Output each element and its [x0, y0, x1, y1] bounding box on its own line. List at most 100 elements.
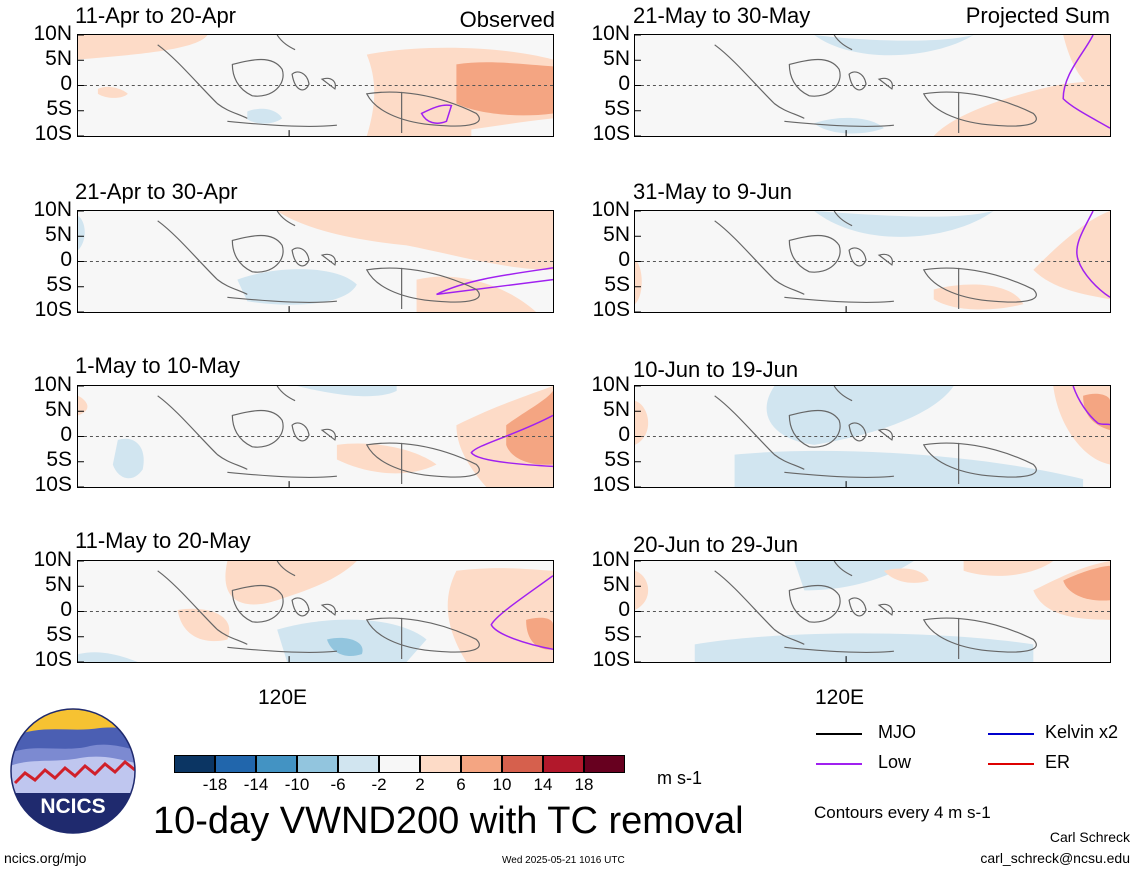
- colorbar-label: -2: [371, 775, 387, 794]
- coastline: [157, 561, 480, 660]
- lat-label: 5S: [604, 273, 630, 296]
- colorbar-label: 14: [533, 775, 553, 794]
- legend-label-kelvin: Kelvin x2: [1045, 722, 1119, 742]
- coastline: [714, 561, 1037, 660]
- lat-label: 10N: [33, 22, 72, 45]
- projected-sum-label: Projected Sum: [965, 3, 1110, 28]
- coastline: [714, 211, 1037, 310]
- coastline: [714, 386, 1037, 485]
- legend-line-kelvin: [988, 733, 1034, 735]
- lat-label: 0: [618, 598, 630, 621]
- lat-label: 5N: [603, 398, 630, 421]
- lat-label: 0: [60, 423, 72, 446]
- panel-title-1: 11-Apr to 20-Apr: [75, 3, 237, 28]
- lat-label: 10S: [592, 473, 630, 496]
- colorbar: [174, 755, 625, 773]
- lat-label: 5N: [45, 223, 72, 246]
- legend-line-er: [988, 763, 1034, 765]
- legend-label-mjo: MJO: [878, 722, 916, 742]
- panel-title-7: 10-Jun to 19-Jun: [633, 357, 799, 382]
- panel-title-6: 31-May to 9-Jun: [633, 179, 792, 204]
- map-panel-6: [634, 210, 1111, 313]
- lat-label: 10N: [33, 198, 72, 221]
- footer-timestamp: Wed 2025-05-21 1016 UTC: [502, 855, 625, 866]
- lat-label: 5S: [46, 448, 72, 471]
- lat-label: 5S: [604, 97, 630, 120]
- footer-author: Carl Schreck: [1049, 829, 1130, 845]
- colorbar-label: 6: [456, 775, 466, 794]
- colorbar-swatch: [502, 755, 543, 773]
- legend-line-mjo: [816, 733, 862, 735]
- colorbar-label: -10: [284, 775, 310, 794]
- lat-label: 0: [60, 598, 72, 621]
- logo-text: NCICS: [40, 795, 105, 818]
- lat-label: 5S: [604, 623, 630, 646]
- coastline: [714, 35, 1037, 134]
- colorbar-swatch: [215, 755, 256, 773]
- footer-email: carl_schreck@ncsu.edu: [980, 850, 1130, 866]
- colorbar-swatch: [584, 755, 625, 773]
- lat-label: 5S: [46, 97, 72, 120]
- lat-label: 5N: [45, 47, 72, 70]
- colorbar-label: 10: [492, 775, 512, 794]
- colorbar-swatch: [297, 755, 338, 773]
- colorbar-label: -14: [243, 775, 269, 794]
- lat-label: 5N: [603, 573, 630, 596]
- lat-label: 5N: [603, 223, 630, 246]
- footer-url: ncics.org/mjo: [4, 850, 87, 866]
- map-panel-1: [77, 34, 554, 137]
- lat-label: 0: [60, 248, 72, 271]
- panel-title-8: 20-Jun to 29-Jun: [633, 532, 799, 557]
- lat-label: 10S: [34, 298, 72, 321]
- colorbar-swatch: [543, 755, 584, 773]
- ncics-logo: NCICS: [10, 708, 136, 834]
- colorbar-swatch: [338, 755, 379, 773]
- colorbar-swatch: [256, 755, 297, 773]
- lat-label: 10S: [592, 648, 630, 671]
- map-panel-8: [634, 560, 1111, 663]
- colorbar-label: 18: [574, 775, 594, 794]
- lat-label: 10N: [591, 373, 630, 396]
- lat-label: 10S: [592, 122, 630, 145]
- lat-label: 10N: [33, 548, 72, 571]
- lat-label: 10N: [591, 548, 630, 571]
- lat-label: 5N: [603, 47, 630, 70]
- lat-label: 10N: [33, 373, 72, 396]
- lat-label: 10S: [34, 122, 72, 145]
- lat-label: 0: [618, 248, 630, 271]
- main-title: 10-day VWND200 with TC removal: [153, 800, 744, 842]
- lat-label: 10S: [34, 473, 72, 496]
- legend-label-er: ER: [1045, 752, 1071, 772]
- map-panel-5: [634, 34, 1111, 137]
- lat-label: 5S: [604, 448, 630, 471]
- lat-label: 5N: [45, 398, 72, 421]
- map-panel-2: [77, 210, 554, 313]
- legend-line-low: [816, 763, 862, 765]
- colorbar-unit: m s-1: [657, 768, 702, 788]
- colorbar-swatch: [461, 755, 502, 773]
- lat-label: 10N: [591, 198, 630, 221]
- lat-label: 0: [618, 72, 630, 95]
- lat-label: 5S: [46, 623, 72, 646]
- lat-label: 10S: [34, 648, 72, 671]
- lat-label: 5N: [45, 573, 72, 596]
- coastline: [157, 386, 480, 485]
- colorbar-swatch: [174, 755, 215, 773]
- colorbar-label: -18: [202, 775, 228, 794]
- panel-title-2: 21-Apr to 30-Apr: [75, 179, 238, 204]
- legend-label-low: Low: [878, 752, 912, 772]
- colorbar-swatch: [420, 755, 461, 773]
- panel-title-3: 1-May to 10-May: [75, 353, 241, 378]
- coastline: [157, 35, 480, 134]
- map-panel-7: [634, 385, 1111, 488]
- contours-note: Contours every 4 m s-1: [814, 803, 991, 822]
- map-panel-4: [77, 560, 554, 663]
- panel-title-4: 11-May to 20-May: [75, 528, 251, 553]
- coastline: [157, 211, 480, 310]
- lat-label: 0: [60, 72, 72, 95]
- map-panel-3: [77, 385, 554, 488]
- lon-label-left: 120E: [258, 686, 308, 709]
- observed-label: Observed: [459, 7, 555, 32]
- colorbar-label: -6: [330, 775, 346, 794]
- lat-label: 10N: [591, 22, 630, 45]
